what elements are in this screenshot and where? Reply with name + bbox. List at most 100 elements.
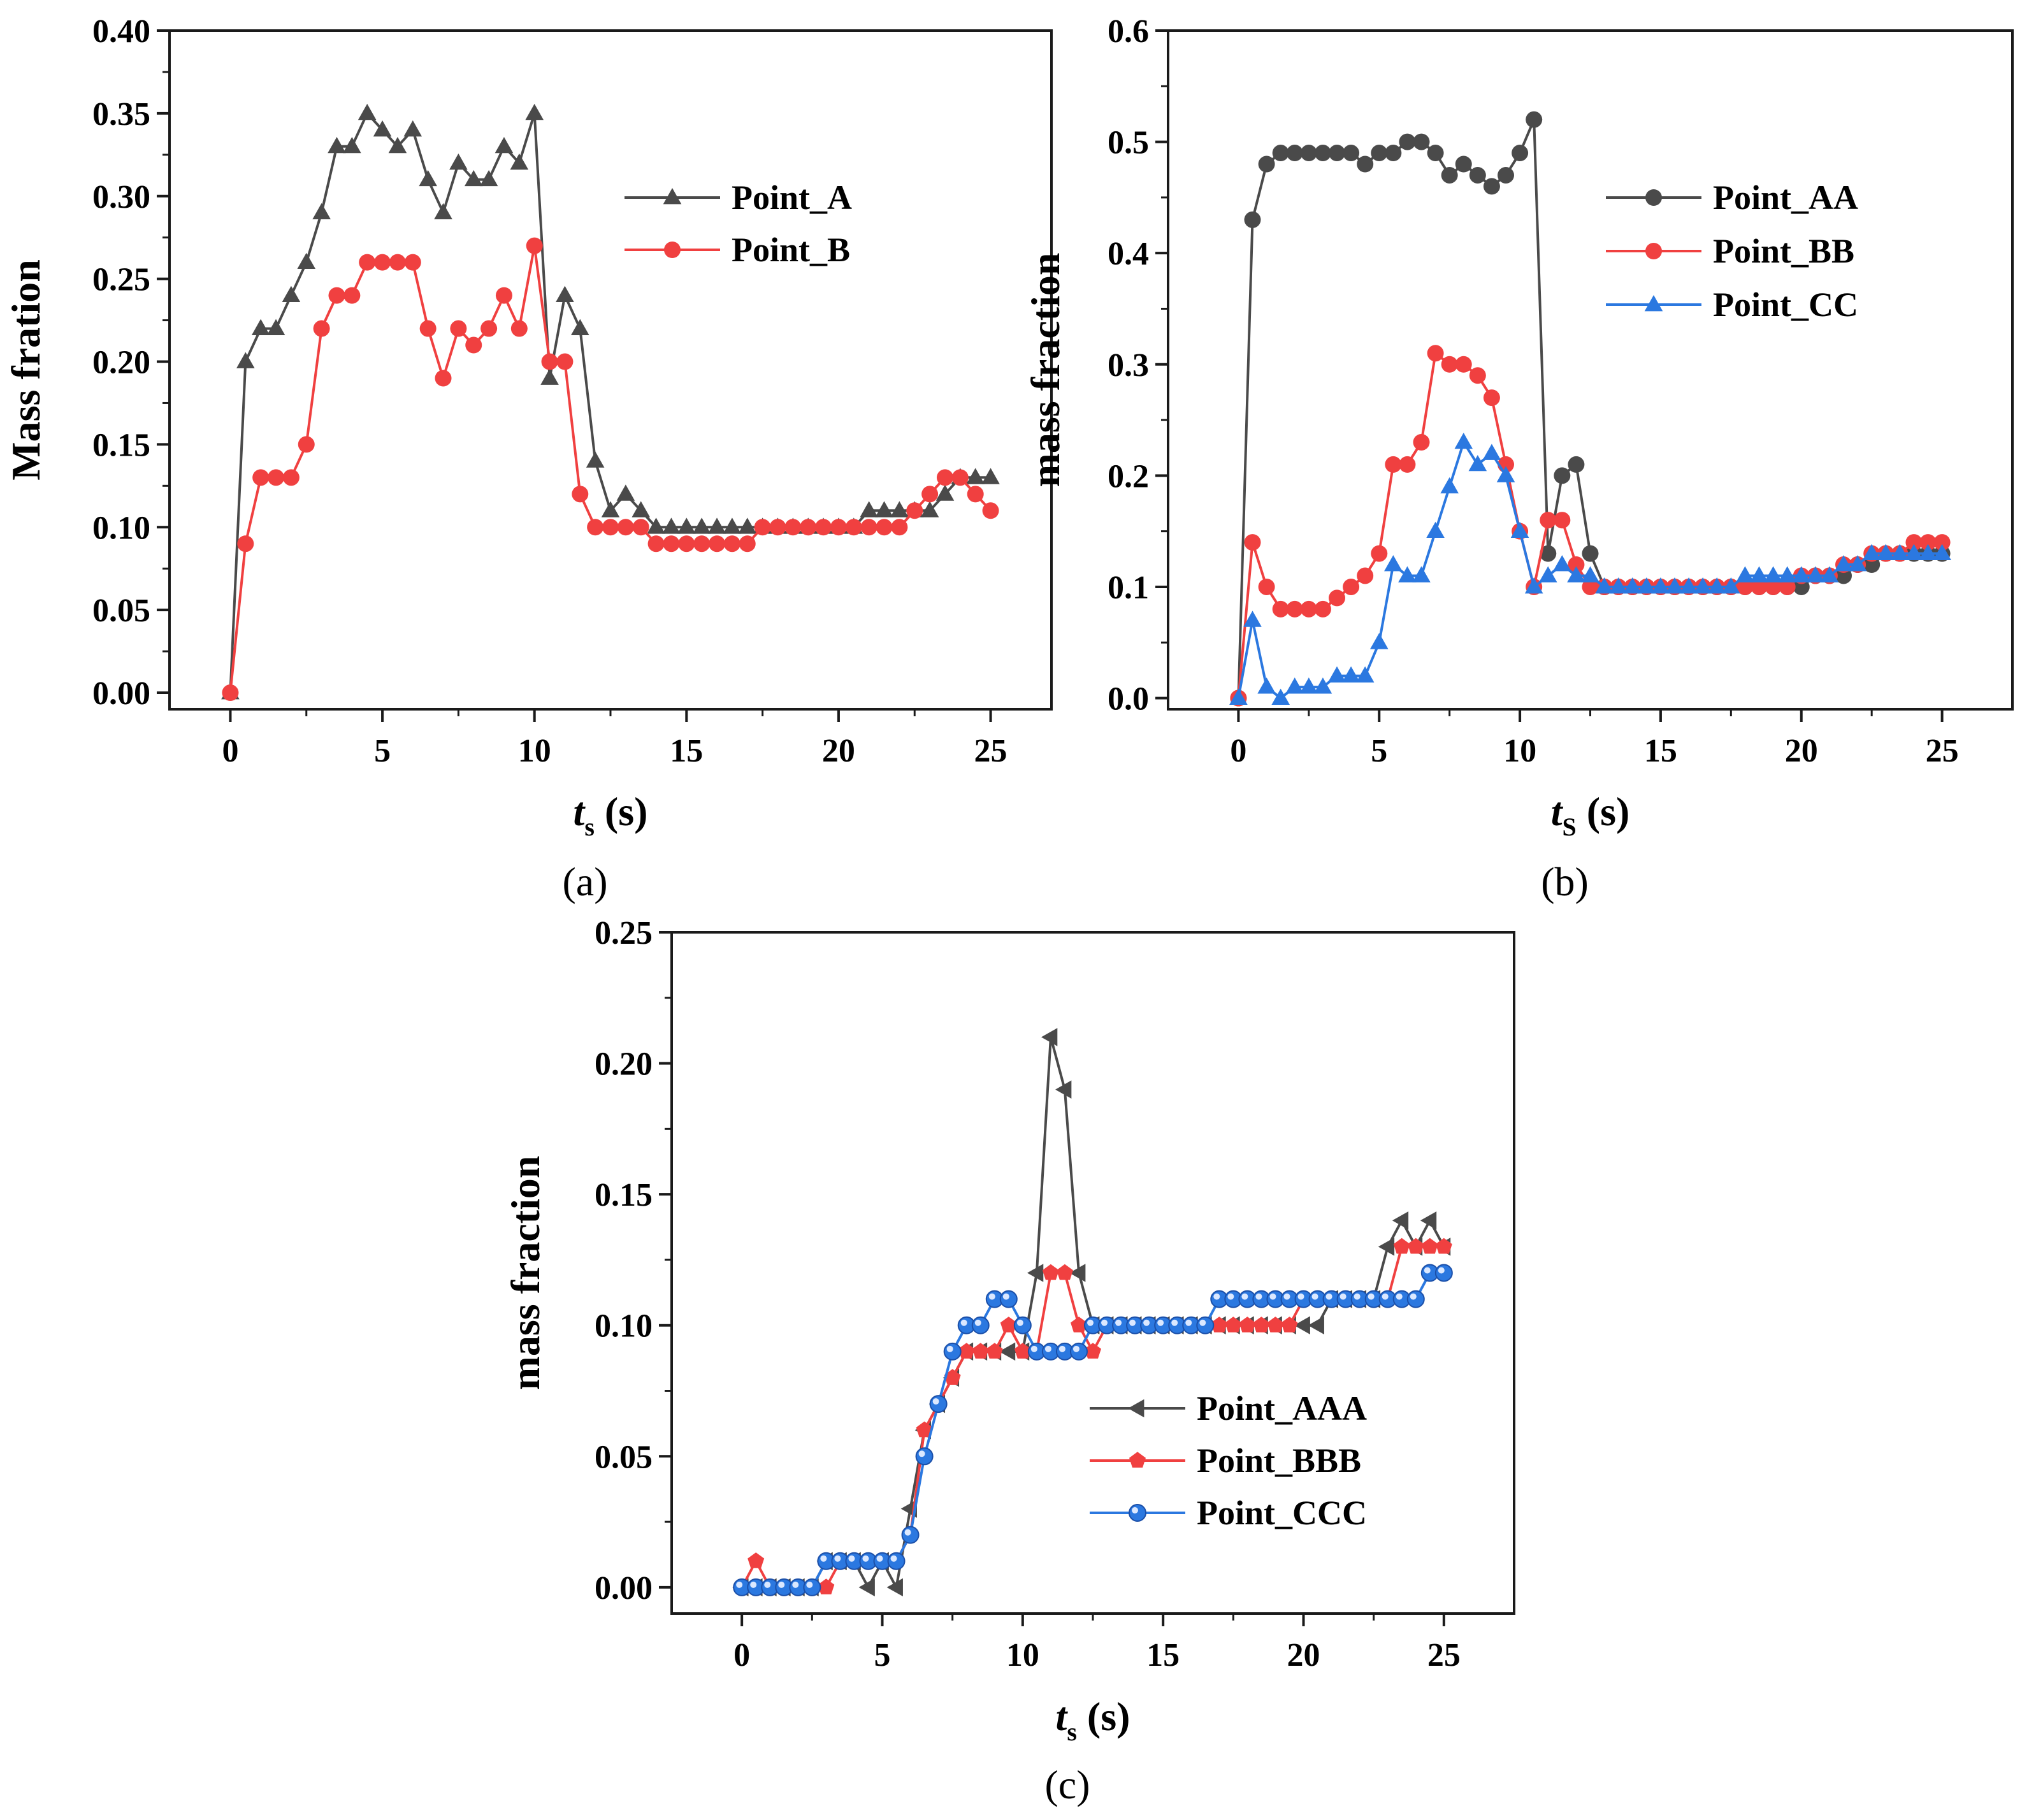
data-point-point-ccc-highlight (736, 1581, 743, 1588)
data-point-point-cc (1792, 566, 1811, 582)
panel-c-ytick-label: 0.25 (595, 915, 653, 951)
panel-c-ytick-label: 0.20 (595, 1046, 653, 1083)
data-point-point-ccc-highlight (1283, 1293, 1290, 1300)
data-point-point-a (616, 484, 635, 501)
data-point-point-cc (1834, 555, 1853, 572)
data-point-point-bb (1371, 545, 1388, 562)
data-point-point-bbb (1421, 1238, 1438, 1254)
panel-c-ytick-label: 0.05 (595, 1439, 653, 1475)
data-point-point-bbb (1435, 1238, 1452, 1254)
data-point-point-b (951, 469, 969, 486)
panel-b-ytick-label: 0.5 (1108, 125, 1149, 161)
panel-a-xtick-label: 20 (822, 733, 855, 769)
data-point-point-aa (1244, 211, 1261, 228)
panel-a-xtick-label: 5 (374, 733, 391, 769)
panel-c-ytick-label: 0.10 (595, 1308, 653, 1345)
data-point-point-cc (1848, 555, 1867, 572)
data-point-point-b (404, 254, 421, 271)
data-point-point-ccc-highlight (988, 1293, 995, 1300)
data-point-point-aaa (886, 1578, 903, 1597)
data-point-point-aaa (1420, 1211, 1437, 1230)
data-point-point-ccc-highlight (1297, 1293, 1304, 1300)
legend-label-point-aa: Point_AA (1713, 178, 1858, 217)
data-point-point-ccc-highlight (1311, 1293, 1318, 1300)
data-point-point-cc (1679, 577, 1698, 594)
panel-b-ytick-label: 0.2 (1108, 458, 1149, 495)
data-point-point-bb (1244, 534, 1261, 551)
data-point-point-cc (1862, 544, 1881, 560)
data-point-point-aa (1526, 111, 1543, 128)
data-point-point-a (707, 517, 726, 534)
data-point-point-aa (1540, 545, 1557, 562)
legend-marker-point-a (663, 188, 682, 205)
data-point-point-a (647, 517, 665, 534)
data-point-point-aaa (858, 1578, 875, 1597)
data-point-point-cc (1736, 566, 1754, 582)
data-point-point-a (510, 153, 529, 170)
data-point-point-b (435, 370, 452, 387)
data-point-point-cc (1581, 566, 1599, 582)
data-point-point-b (663, 535, 680, 552)
data-point-point-a (677, 517, 696, 534)
panel-b-chart: 0 5 10 15 20 25 0.0 0.1 0.2 0.3 0.4 0.5 0.6 mass frac… (1023, 13, 2014, 904)
data-point-point-a (556, 285, 574, 303)
data-point-point-aa (1371, 145, 1388, 162)
data-point-point-b (526, 237, 543, 254)
data-point-point-bb (1905, 534, 1923, 551)
panel-b-ytick-label: 0.3 (1108, 347, 1149, 384)
data-point-point-bb (1469, 367, 1486, 384)
data-point-point-b (556, 353, 574, 370)
data-point-point-bb (1385, 456, 1402, 473)
panel-b-y-axis-title: mass fraction (1023, 253, 1068, 487)
data-point-point-cc (1313, 677, 1332, 694)
data-point-point-ccc (803, 1578, 821, 1596)
data-point-point-a (966, 468, 985, 484)
panel-a-xtick-label: 25 (974, 733, 1007, 769)
data-point-point-bb (1441, 356, 1458, 373)
panel-a-ytick-label: 0.20 (92, 345, 150, 381)
data-point-point-b (632, 519, 649, 536)
data-point-point-bb (1258, 578, 1275, 595)
data-point-point-bb (1286, 600, 1303, 618)
data-point-point-aaa (1294, 1316, 1310, 1335)
data-point-point-b (769, 519, 786, 536)
panel-b-ytick-label: 0.0 (1108, 681, 1149, 718)
panel-c-xtick-label: 20 (1287, 1637, 1320, 1673)
data-point-point-aa (1286, 145, 1303, 162)
legend-label-point-aaa: Point_AAA (1197, 1389, 1367, 1427)
data-point-point-ccc (1406, 1290, 1425, 1308)
data-point-point-a (357, 103, 377, 120)
data-point-point-bb (1343, 578, 1360, 595)
panel-b-xtick-label: 10 (1503, 733, 1536, 769)
panel-b-xtick-label: 0 (1230, 733, 1246, 769)
panel-b-x-axis-title: tS (s) (1551, 789, 1630, 841)
data-point-point-b (602, 519, 619, 536)
data-point-point-bb (1427, 345, 1444, 362)
data-point-point-ccc-highlight (1396, 1293, 1403, 1300)
data-point-point-a (935, 484, 955, 501)
data-point-point-cc (1327, 666, 1347, 683)
data-point-point-bbb (1014, 1343, 1031, 1359)
data-point-point-cc (1468, 454, 1487, 472)
data-point-point-aaa (1041, 1028, 1058, 1046)
panel-a-ytick-label: 0.10 (92, 510, 150, 546)
data-point-point-ccc (901, 1526, 920, 1544)
data-point-point-b (343, 287, 361, 304)
data-point-point-bbb (1000, 1317, 1017, 1332)
legend-marker-point-ccc-highlight (1132, 1507, 1138, 1513)
data-point-point-cc (1496, 466, 1515, 482)
data-point-point-b (450, 320, 467, 337)
data-point-point-bb (1779, 578, 1796, 595)
data-point-point-b (891, 519, 908, 536)
data-point-point-b (845, 519, 862, 536)
data-point-point-ccc-highlight (848, 1555, 855, 1562)
data-point-point-b (723, 535, 740, 552)
data-point-point-ccc-highlight (764, 1581, 771, 1588)
data-point-point-bb (1554, 512, 1571, 529)
panel-a-x-axis-title: ts (s) (574, 789, 648, 841)
data-point-point-bbb (1281, 1317, 1298, 1332)
data-point-point-a (586, 451, 605, 468)
data-point-point-a (403, 120, 422, 137)
panel-c-chart: 0 5 10 15 20 25 0.00 0.05 0.10 0.15 0.20 0.25 mass f… (503, 915, 1515, 1807)
